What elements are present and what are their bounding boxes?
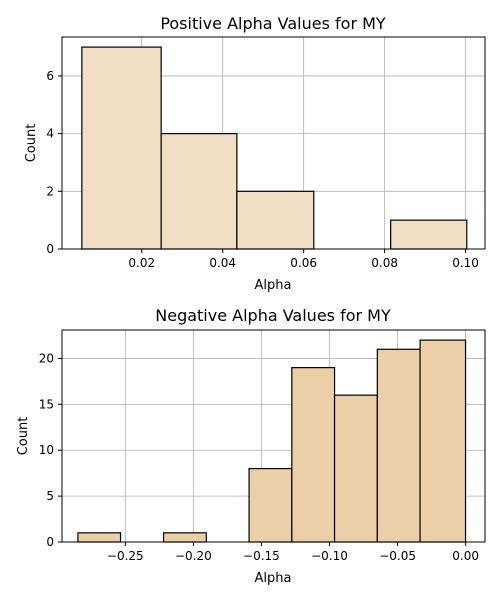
- positive-plot-title: Positive Alpha Values for MY: [160, 14, 386, 33]
- negative-bar-2: [162, 532, 207, 543]
- negative-xtick-label-2: −0.15: [243, 549, 280, 563]
- negative-plot-ylabel: Count: [16, 417, 31, 456]
- positive-plot-xlabel: Alpha: [255, 278, 292, 293]
- negative-ytick-label-4: 20: [39, 351, 54, 365]
- positive-plot-ylabel: Count: [24, 124, 39, 163]
- negative-bar-7: [376, 348, 421, 543]
- positive-bar-1: [160, 133, 238, 250]
- positive-xtick-label-2: 0.06: [290, 256, 317, 270]
- negative-plot-title: Negative Alpha Values for MY: [155, 306, 391, 325]
- negative-xtick-label-3: −0.10: [311, 549, 348, 563]
- positive-plot-x-ticks: 0.02 0.04 0.06 0.08 0.10: [128, 249, 479, 270]
- positive-plot-y-ticks: 0 2 4 6: [46, 69, 62, 256]
- negative-plot-x-ticks: −0.25 −0.20 −0.15 −0.10 −0.05 0.00: [107, 542, 479, 563]
- negative-xtick-label-1: −0.20: [175, 549, 212, 563]
- positive-alpha-plot: Positive Alpha Values for MY 0.02 0.04 0.0…: [24, 14, 486, 293]
- negative-plot-y-ticks: 0 5 10 15 20: [39, 351, 62, 549]
- positive-plot-bars: [81, 46, 468, 250]
- positive-ytick-label-0: 0: [46, 242, 54, 256]
- positive-bar-2: [236, 190, 315, 250]
- negative-ytick-label-2: 10: [39, 443, 54, 457]
- negative-bar-4: [248, 467, 293, 543]
- negative-bar-0: [77, 532, 122, 543]
- positive-xtick-label-1: 0.04: [209, 256, 236, 270]
- negative-ytick-label-1: 5: [46, 489, 54, 503]
- positive-bar-0: [81, 46, 162, 250]
- positive-ytick-label-1: 2: [46, 184, 54, 198]
- negative-xtick-label-4: −0.05: [379, 549, 416, 563]
- negative-plot-xlabel: Alpha: [255, 571, 292, 586]
- positive-xtick-label-4: 0.10: [452, 256, 479, 270]
- positive-xtick-label-0: 0.02: [128, 256, 155, 270]
- positive-ytick-label-2: 4: [46, 127, 54, 141]
- negative-ytick-label-3: 15: [39, 397, 54, 411]
- negative-bar-6: [333, 394, 378, 543]
- negative-xtick-label-0: −0.25: [107, 549, 144, 563]
- negative-bar-5: [291, 367, 336, 543]
- positive-bar-4: [390, 219, 468, 250]
- negative-alpha-plot: Negative Alpha Values for MY −0.25 −0.20−…: [16, 306, 486, 586]
- positive-plot-frame: [61, 36, 486, 250]
- negative-bar-8: [419, 339, 467, 543]
- positive-ytick-label-3: 6: [46, 69, 54, 83]
- negative-ytick-label-0: 0: [46, 535, 54, 549]
- negative-plot-frame: [61, 329, 486, 543]
- negative-xtick-label-5: 0.00: [452, 549, 479, 563]
- positive-xtick-label-3: 0.08: [371, 256, 398, 270]
